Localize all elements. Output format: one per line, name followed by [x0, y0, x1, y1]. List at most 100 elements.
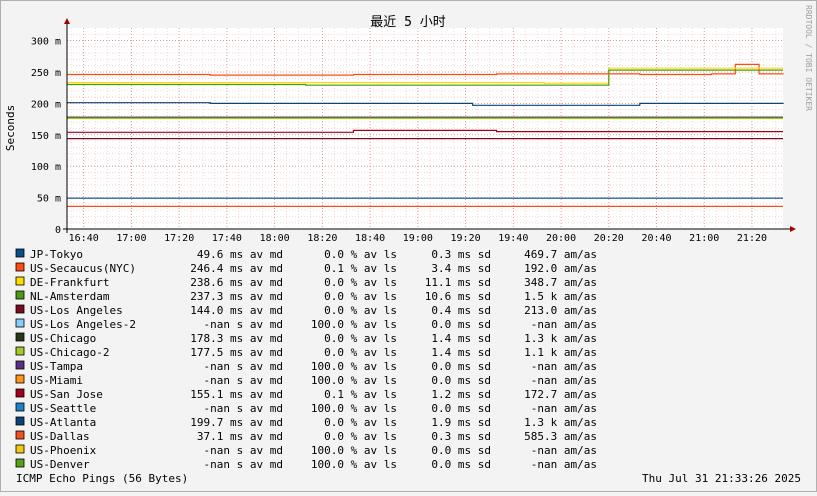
legend-loss: 0.0 % av ls: [324, 332, 397, 345]
legend-ratio: 348.7 am/as: [524, 276, 597, 289]
legend-loss: 100.0 % av ls: [311, 318, 397, 331]
legend-loss: 100.0 % av ls: [311, 458, 397, 471]
x-tick-label: 20:00: [546, 233, 576, 244]
legend-swatch: [15, 276, 25, 286]
series-line-10: [67, 129, 783, 133]
legend-ratio: -nan am/as: [531, 458, 597, 471]
legend-sd: 0.3 ms sd: [431, 248, 491, 261]
legend-ratio: -nan am/as: [531, 402, 597, 415]
legend-sd: 0.0 ms sd: [431, 458, 491, 471]
legend-avg: 155.1 ms av md: [190, 388, 283, 401]
y-tick-label: 150 m: [31, 131, 61, 142]
legend-swatch: [15, 458, 25, 468]
y-axis-arrow: [64, 18, 70, 24]
legend-loss: 0.0 % av ls: [324, 276, 397, 289]
chart-title: 最近 5 小时: [370, 15, 445, 30]
x-tick-label: 17:00: [116, 233, 146, 244]
legend-swatch: [15, 346, 25, 356]
legend-loss: 100.0 % av ls: [311, 360, 397, 373]
x-tick-labels: 16:40 17:00 17:20 17:40 18:00 18:20 18:40 19:00…: [69, 233, 767, 244]
legend-ratio: 192.0 am/as: [524, 262, 597, 275]
legend-sd: 1.9 ms sd: [431, 416, 491, 429]
legend-swatch: [15, 248, 25, 258]
x-axis-arrow: [790, 226, 796, 232]
legend-name: US-Atlanta: [30, 416, 96, 429]
legend-avg: -nan s av md: [204, 360, 283, 373]
legend-sd: 0.4 ms sd: [431, 304, 491, 317]
x-tick-label: 19:20: [451, 233, 481, 244]
legend-swatch: [15, 262, 25, 272]
x-tick-label: 19:00: [403, 233, 433, 244]
legend-sd: 0.0 ms sd: [431, 402, 491, 415]
x-tick-label: 21:20: [737, 233, 767, 244]
legend-swatch: [15, 444, 25, 454]
y-tick-label: 100 m: [31, 162, 61, 173]
legend-name: US-Chicago-2: [30, 346, 109, 359]
legend-swatch: [15, 430, 25, 440]
legend-loss: 0.0 % av ls: [324, 416, 397, 429]
legend-name: US-San Jose: [30, 388, 103, 401]
legend-name: US-Dallas: [30, 430, 90, 443]
legend-swatch: [15, 388, 25, 398]
series-lines: [67, 63, 784, 207]
x-tick-label: 18:40: [355, 233, 385, 244]
legend-loss: 0.1 % av ls: [324, 262, 397, 275]
legend-avg: 37.1 ms av md: [197, 430, 283, 443]
legend-swatch: [15, 304, 25, 314]
legend-name: US-Denver: [30, 458, 90, 471]
legend-ratio: -nan am/as: [531, 360, 597, 373]
legend-ratio: 585.3 am/as: [524, 430, 597, 443]
y-tick-label: 50 m: [37, 194, 61, 205]
x-tick-label: 18:00: [260, 233, 290, 244]
legend-avg: -nan s av md: [204, 458, 283, 471]
legend-sd: 1.4 ms sd: [431, 346, 491, 359]
series-line-2: [67, 67, 783, 84]
y-tick-label: 300 m: [31, 37, 61, 48]
legend-loss: 0.0 % av ls: [324, 248, 397, 261]
legend-loss: 0.0 % av ls: [324, 304, 397, 317]
x-tick-label: 19:40: [498, 233, 528, 244]
legend-avg: -nan s av md: [204, 374, 283, 387]
legend-sd: 0.3 ms sd: [431, 430, 491, 443]
footer-timestamp: Thu Jul 31 21:33:26 2025: [642, 472, 801, 485]
axes: [63, 18, 796, 233]
legend-name: DE-Frankfurt: [30, 276, 109, 289]
legend-name: JP-Tokyo: [30, 248, 83, 261]
legend-name: US-Chicago: [30, 332, 96, 345]
legend-name: US-Seattle: [30, 402, 96, 415]
legend-avg: 144.0 ms av md: [190, 304, 283, 317]
legend-ratio: 1.3 k am/as: [524, 416, 597, 429]
legend-avg: 199.7 ms av md: [190, 416, 283, 429]
legend-swatch: [15, 402, 25, 412]
legend-avg: 49.6 ms av md: [197, 248, 283, 261]
legend-loss: 0.0 % av ls: [324, 290, 397, 303]
rrdtool-watermark: RRDTOOL / TOBI OETIKER: [804, 5, 813, 111]
x-tick-label: 16:40: [69, 233, 99, 244]
y-tick-labels: 0 50 m 100 m 150 m 200 m 250 m 300 m: [31, 37, 61, 236]
legend-loss: 100.0 % av ls: [311, 374, 397, 387]
legend-loss: 0.0 % av ls: [324, 346, 397, 359]
legend-sd: 1.4 ms sd: [431, 332, 491, 345]
legend-name: US-Los Angeles-2: [30, 318, 136, 331]
legend-sd: 1.2 ms sd: [431, 388, 491, 401]
legend-sd: 3.4 ms sd: [431, 262, 491, 275]
legend-swatch: [15, 318, 25, 328]
legend-avg: 238.6 ms av md: [190, 276, 283, 289]
legend-loss: 100.0 % av ls: [311, 402, 397, 415]
legend-ratio: -nan am/as: [531, 318, 597, 331]
y-tick-label: 0: [55, 225, 61, 236]
footer-caption: ICMP Echo Pings (56 Bytes): [16, 472, 188, 485]
legend-name: US-Tampa: [30, 360, 83, 373]
legend-ratio: -nan am/as: [531, 444, 597, 457]
legend-avg: -nan s av md: [204, 318, 283, 331]
y-tick-label: 250 m: [31, 68, 61, 79]
legend-loss: 0.0 % av ls: [324, 430, 397, 443]
legend-ratio: 213.0 am/as: [524, 304, 597, 317]
legend-name: US-Secaucus(NYC): [30, 262, 136, 275]
series-line-1: [67, 63, 784, 76]
x-tick-label: 20:40: [641, 233, 671, 244]
legend: JP-Tokyo 49.6 ms av md 0.0 % av ls 0.3 ms s…: [15, 248, 597, 471]
legend-sd: 0.0 ms sd: [431, 444, 491, 457]
legend-name: US-Miami: [30, 374, 83, 387]
